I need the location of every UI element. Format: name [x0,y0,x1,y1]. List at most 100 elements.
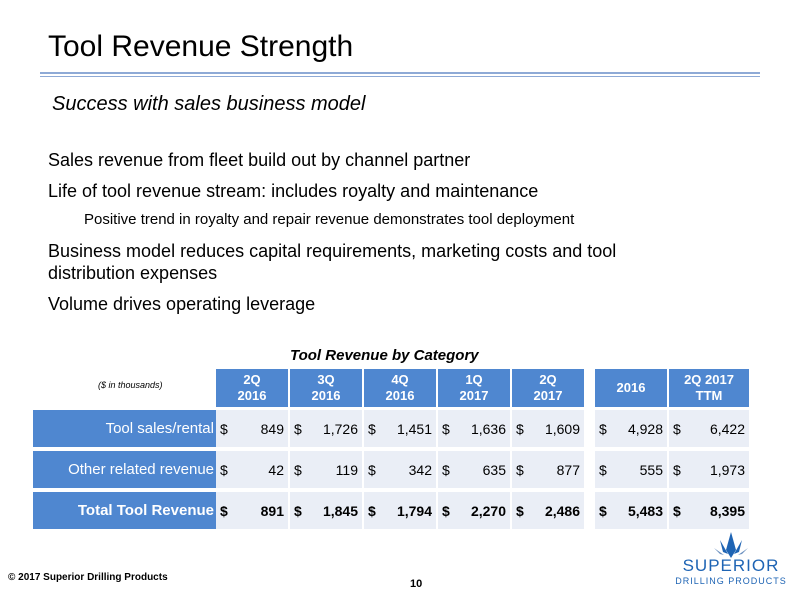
row-label: Tool sales/rental [33,410,216,447]
currency-symbol: $ [516,420,524,437]
currency-symbol: $ [673,502,681,519]
currency-symbol: $ [599,461,607,478]
table-cell: $1,845 [290,492,362,529]
table-cell: $6,422 [669,410,749,447]
cell-value: 5,483 [627,502,663,519]
column-header-line1: 3Q [317,372,335,387]
table-cell: $635 [438,451,510,488]
row-label: Other related revenue [33,451,216,488]
title-rule-secondary [40,76,760,77]
table-cell: $1,726 [290,410,362,447]
cell-value: 342 [408,461,432,478]
cell-value: 1,794 [396,502,432,519]
column-header: 2Q 2016 [216,369,288,407]
currency-symbol: $ [516,502,524,519]
currency-symbol: $ [368,461,376,478]
currency-symbol: $ [294,420,302,437]
table-cell: $1,609 [512,410,584,447]
cell-value: 1,636 [470,420,506,437]
column-header-line1: 2Q 2017 [684,372,734,387]
slide-title: Tool Revenue Strength [48,30,354,63]
cell-value: 119 [335,461,358,478]
column-header-line1: 2Q [243,372,261,387]
currency-symbol: $ [294,502,302,519]
currency-symbol: $ [442,461,450,478]
currency-symbol: $ [516,461,524,478]
row-label: Total Tool Revenue [33,492,216,529]
column-header-line2: 2017 [533,388,563,403]
cell-value: 8,395 [709,502,745,519]
logo-name: SUPERIOR [682,556,780,575]
currency-symbol: $ [673,461,681,478]
table-cell: $8,395 [669,492,749,529]
cell-value: 555 [639,461,663,478]
currency-symbol: $ [673,420,681,437]
table-cell: $1,794 [364,492,436,529]
column-header: 2Q 2017 [512,369,584,407]
table-cell: $119 [290,451,362,488]
cell-value: 1,845 [322,502,358,519]
column-header: 2016 [595,369,667,407]
company-logo: SUPERIOR DRILLING PRODUCTS [668,530,794,590]
table-cell: $5,483 [595,492,667,529]
table-cell: $2,270 [438,492,510,529]
table-cell: $1,451 [364,410,436,447]
table-cell: $891 [216,492,288,529]
cell-value: 6,422 [709,420,745,437]
table-cell: $555 [595,451,667,488]
bullet-royalty-trend: Positive trend in royalty and repair rev… [84,211,575,228]
currency-symbol: $ [368,420,376,437]
page-number: 10 [410,578,423,590]
title-rule [40,72,760,74]
table-units-note: ($ in thousands) [98,380,163,390]
table-cell: $1,636 [438,410,510,447]
cell-value: 891 [260,502,284,519]
column-header-line2: 2016 [385,388,415,403]
currency-symbol: $ [220,502,228,519]
cell-value: 877 [556,461,580,478]
bullet-volume: Volume drives operating leverage [48,294,316,314]
table-cell: $4,928 [595,410,667,447]
currency-symbol: $ [368,502,376,519]
cell-value: 849 [260,420,284,437]
table-cell: $342 [364,451,436,488]
column-header-line1: 2016 [616,380,646,395]
cell-value: 1,451 [396,420,432,437]
copyright-footer: © 2017 Superior Drilling Products [8,572,168,583]
currency-symbol: $ [294,461,302,478]
table-cell: $877 [512,451,584,488]
column-header: 2Q 2017 TTM [669,369,749,407]
column-header-line1: 2Q [539,372,557,387]
cell-value: 1,726 [322,420,358,437]
cell-value: 635 [482,461,506,478]
table-cell: $849 [216,410,288,447]
column-header-line1: 4Q [391,372,409,387]
cell-value: 2,270 [470,502,506,519]
table-cell: $2,486 [512,492,584,529]
slide-subtitle: Success with sales business model [52,93,366,115]
bullet-business-model-line2: distribution expenses [48,263,218,283]
currency-symbol: $ [220,461,228,478]
column-header: 3Q 2016 [290,369,362,407]
cell-value: 1,973 [709,461,745,478]
currency-symbol: $ [599,502,607,519]
table-cell: $42 [216,451,288,488]
cell-value: 4,928 [627,420,663,437]
bullet-fleet: Sales revenue from fleet build out by ch… [48,150,471,170]
table-cell: $1,973 [669,451,749,488]
column-header-line1: 1Q [465,372,483,387]
column-header-line2: 2016 [237,388,267,403]
column-header-line2: 2016 [311,388,341,403]
currency-symbol: $ [599,420,607,437]
table-title: Tool Revenue by Category [290,347,479,364]
currency-symbol: $ [442,502,450,519]
currency-symbol: $ [442,420,450,437]
bullet-business-model-line1: Business model reduces capital requireme… [48,241,617,261]
column-header-line2: 2017 [459,388,489,403]
currency-symbol: $ [220,420,228,437]
column-header-line2: TTM [695,388,723,403]
bullet-life-of-tool: Life of tool revenue stream: includes ro… [48,181,539,201]
logo-drill-icon [714,532,748,558]
cell-value: 1,609 [544,420,580,437]
logo-tagline: DRILLING PRODUCTS [675,576,787,586]
